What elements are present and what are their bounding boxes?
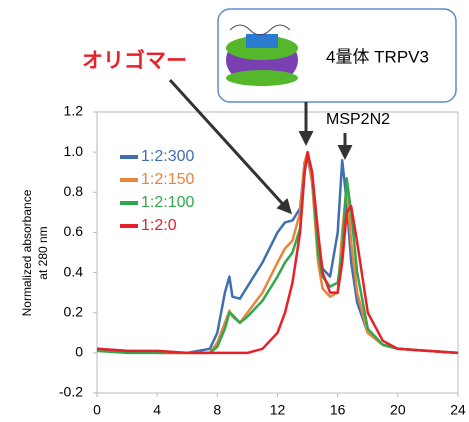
series-line xyxy=(96,150,459,355)
legend-label: 1:2:150 xyxy=(141,171,194,188)
x-tick-label: 8 xyxy=(213,402,221,418)
y-tick-label: 0.2 xyxy=(64,303,84,319)
x-tick-label: 24 xyxy=(450,402,466,418)
annotation: 4量体 TRPV3 xyxy=(326,47,429,66)
legend-label: 1:2:100 xyxy=(141,194,194,211)
y-tick-label: 0.4 xyxy=(64,263,84,279)
x-tick-label: 12 xyxy=(270,402,286,418)
protein-icon xyxy=(226,24,298,86)
legend-label: 1:2:0 xyxy=(141,217,177,234)
y-tick-label: 1.0 xyxy=(64,143,84,159)
arrow xyxy=(168,78,293,215)
x-tick-label: 20 xyxy=(390,402,406,418)
annotation: MSP2N2 xyxy=(326,111,390,128)
annotation: オリゴマー xyxy=(82,49,187,73)
y-tick-label: -0.2 xyxy=(59,384,83,400)
y-tick-label: 0.8 xyxy=(64,183,84,199)
x-tick-label: 16 xyxy=(330,402,346,418)
y-tick-label: 1.2 xyxy=(64,103,84,119)
y-axis-label: at 280 nm xyxy=(36,226,50,279)
y-tick-label: 0 xyxy=(75,344,83,360)
y-tick-label: 0.6 xyxy=(64,223,84,239)
x-tick-label: 0 xyxy=(93,402,101,418)
legend-label: 1:2:300 xyxy=(141,148,194,165)
x-tick-label: 4 xyxy=(153,402,161,418)
y-axis-label: Normalized absorbance xyxy=(20,189,34,316)
